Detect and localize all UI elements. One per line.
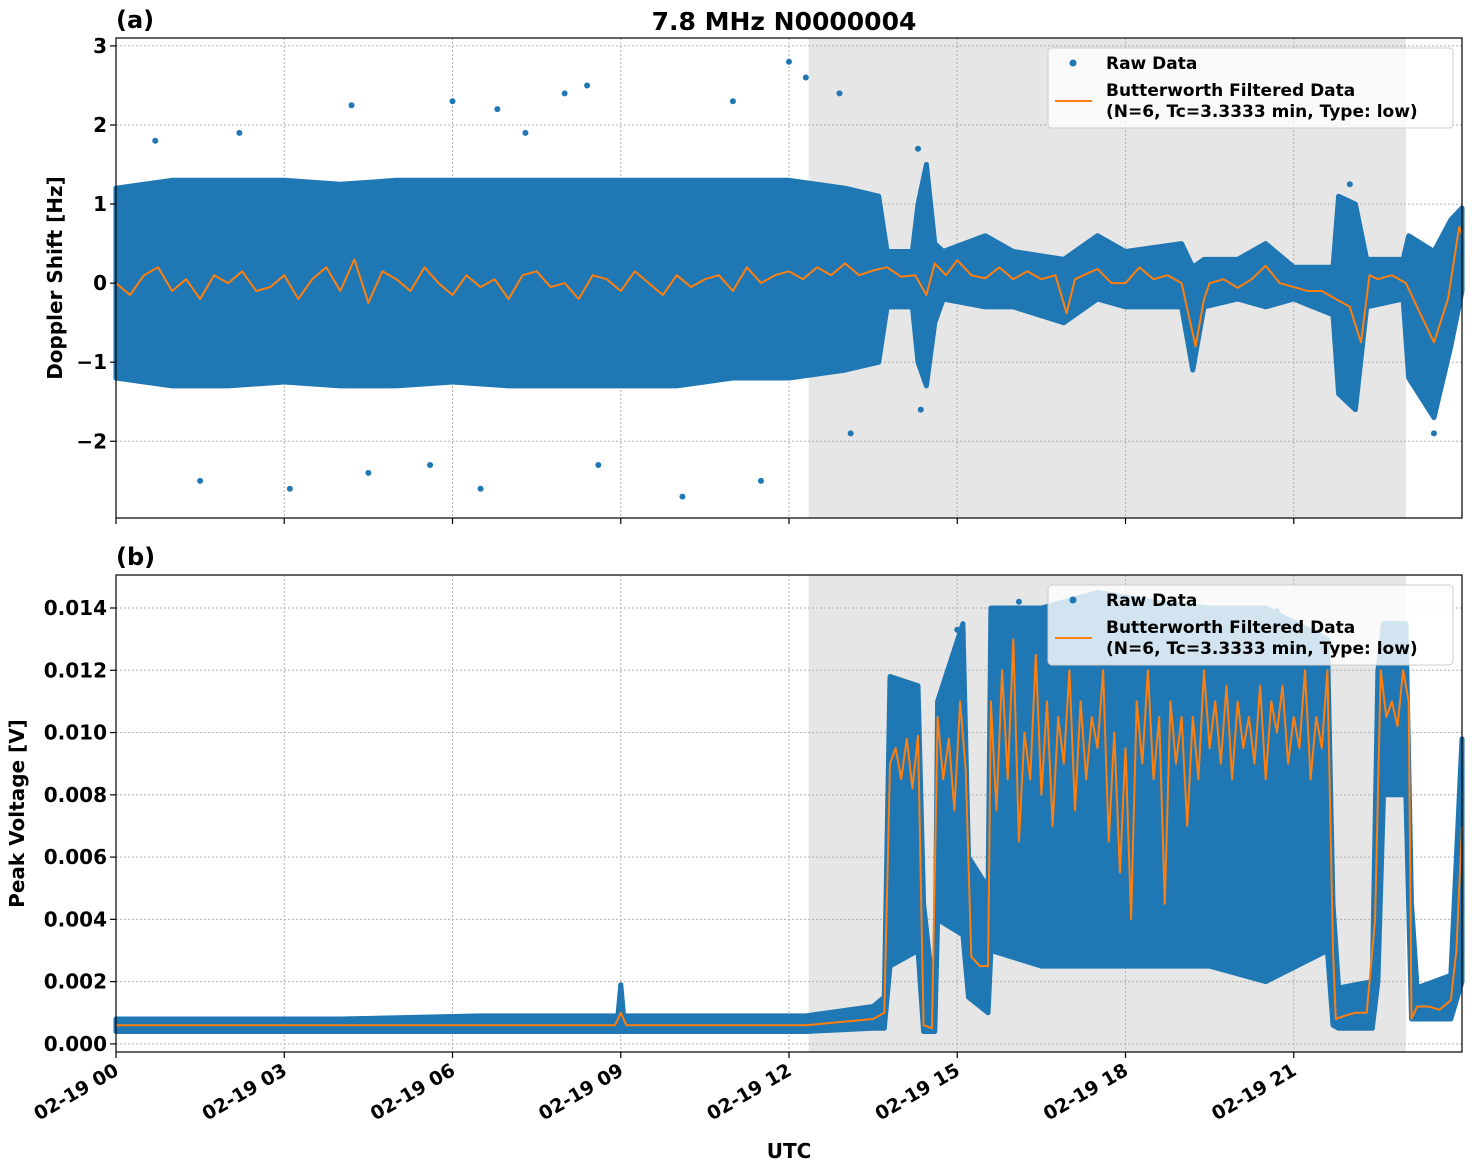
legend-raw-label: Raw Data: [1106, 54, 1197, 74]
x-tick-label: 02-19 06: [367, 1059, 459, 1125]
y-tick-label: 0.000: [44, 1032, 107, 1056]
raw-data-point: [449, 98, 456, 105]
raw-data-point: [365, 469, 372, 476]
raw-data-point: [914, 145, 921, 152]
raw-data-point: [917, 406, 924, 413]
raw-data-point: [561, 90, 568, 97]
raw-data-point: [236, 129, 243, 136]
raw-data-point: [729, 98, 736, 105]
raw-data-point: [494, 106, 501, 113]
raw-data-point: [348, 102, 355, 109]
raw-data-point: [152, 137, 159, 144]
y-axis-label: Doppler Shift [Hz]: [43, 176, 67, 380]
raw-data-point: [477, 485, 484, 492]
y-tick-label: 0: [93, 271, 107, 295]
raw-data-point: [757, 477, 764, 484]
panel-a: −2 −1 0 1 2 3 (a) Doppler Shift [Hz] Raw Data But…: [43, 6, 1465, 524]
raw-data-point: [1430, 430, 1437, 437]
y-tick-label: 0.004: [44, 907, 107, 931]
raw-data-point: [954, 626, 961, 633]
x-tick-label: 02-19 00: [30, 1059, 122, 1125]
legend-filtered-label: Butterworth Filtered Data: [1106, 618, 1355, 638]
x-tick-label: 02-19 15: [871, 1059, 963, 1125]
y-tick-label: 0.012: [44, 658, 107, 682]
y-tick-label: 2: [93, 113, 107, 137]
y-tick-label: 1: [93, 192, 107, 216]
y-axis-label: Peak Voltage [V]: [5, 719, 29, 908]
x-tick-label: 02-19 12: [703, 1059, 795, 1125]
figure-title: 7.8 MHz N0000004: [652, 7, 917, 36]
x-tick-label: 02-19 03: [198, 1059, 290, 1125]
raw-data-point: [584, 82, 591, 89]
raw-data-point: [836, 90, 843, 97]
x-tick-label: 02-19 18: [1040, 1059, 1132, 1125]
legend-raw-marker: [1069, 596, 1077, 604]
panel-b: 0.000 0.002 0.004 0.006 0.008 0.010 0.012 0.014…: [5, 543, 1465, 1125]
filtered-data-line: [115, 226, 1463, 348]
x-tick-label: 02-19 21: [1208, 1059, 1300, 1125]
y-tick-label: 0.010: [44, 721, 107, 745]
raw-data-point: [522, 129, 529, 136]
raw-data-point: [679, 493, 686, 500]
y-tick-label: 0.008: [44, 783, 107, 807]
raw-data-point: [1346, 181, 1353, 188]
raw-data-point: [847, 430, 854, 437]
raw-data-point: [197, 477, 204, 484]
x-tick-label: 02-19 09: [535, 1059, 627, 1125]
y-tick-label: 0.002: [44, 970, 107, 994]
y-tick-label: 0.006: [44, 845, 107, 869]
raw-data-point: [286, 485, 293, 492]
x-axis-label: UTC: [767, 1139, 812, 1163]
raw-data-point: [802, 74, 809, 81]
legend-box: [1047, 47, 1454, 129]
legend: Raw Data Butterworth Filtered Data(N=6, T…: [1047, 47, 1454, 129]
filtered-data-line: [116, 638, 1463, 1030]
y-tick-label: −2: [76, 429, 107, 453]
legend-box: [1047, 584, 1454, 666]
raw-data-point: [595, 462, 602, 469]
raw-data-point: [1015, 598, 1022, 605]
legend-raw-marker: [1069, 59, 1077, 67]
y-tick-label: 3: [93, 34, 107, 58]
y-tick-label: −1: [76, 350, 107, 374]
legend: Raw Data Butterworth Filtered Data(N=6, T…: [1047, 584, 1454, 666]
legend-filtered-params: (N=6, Tc=3.3333 min, Type: low): [1106, 639, 1418, 659]
legend-filtered-label: Butterworth Filtered Data: [1106, 81, 1355, 101]
raw-data-point: [786, 58, 792, 65]
y-tick-label: 0.014: [44, 596, 107, 620]
panel-label: (b): [116, 543, 155, 571]
legend-raw-label: Raw Data: [1106, 591, 1197, 611]
legend-filtered-params: (N=6, Tc=3.3333 min, Type: low): [1106, 102, 1418, 122]
panel-label: (a): [116, 6, 154, 34]
raw-data-point: [427, 462, 434, 469]
